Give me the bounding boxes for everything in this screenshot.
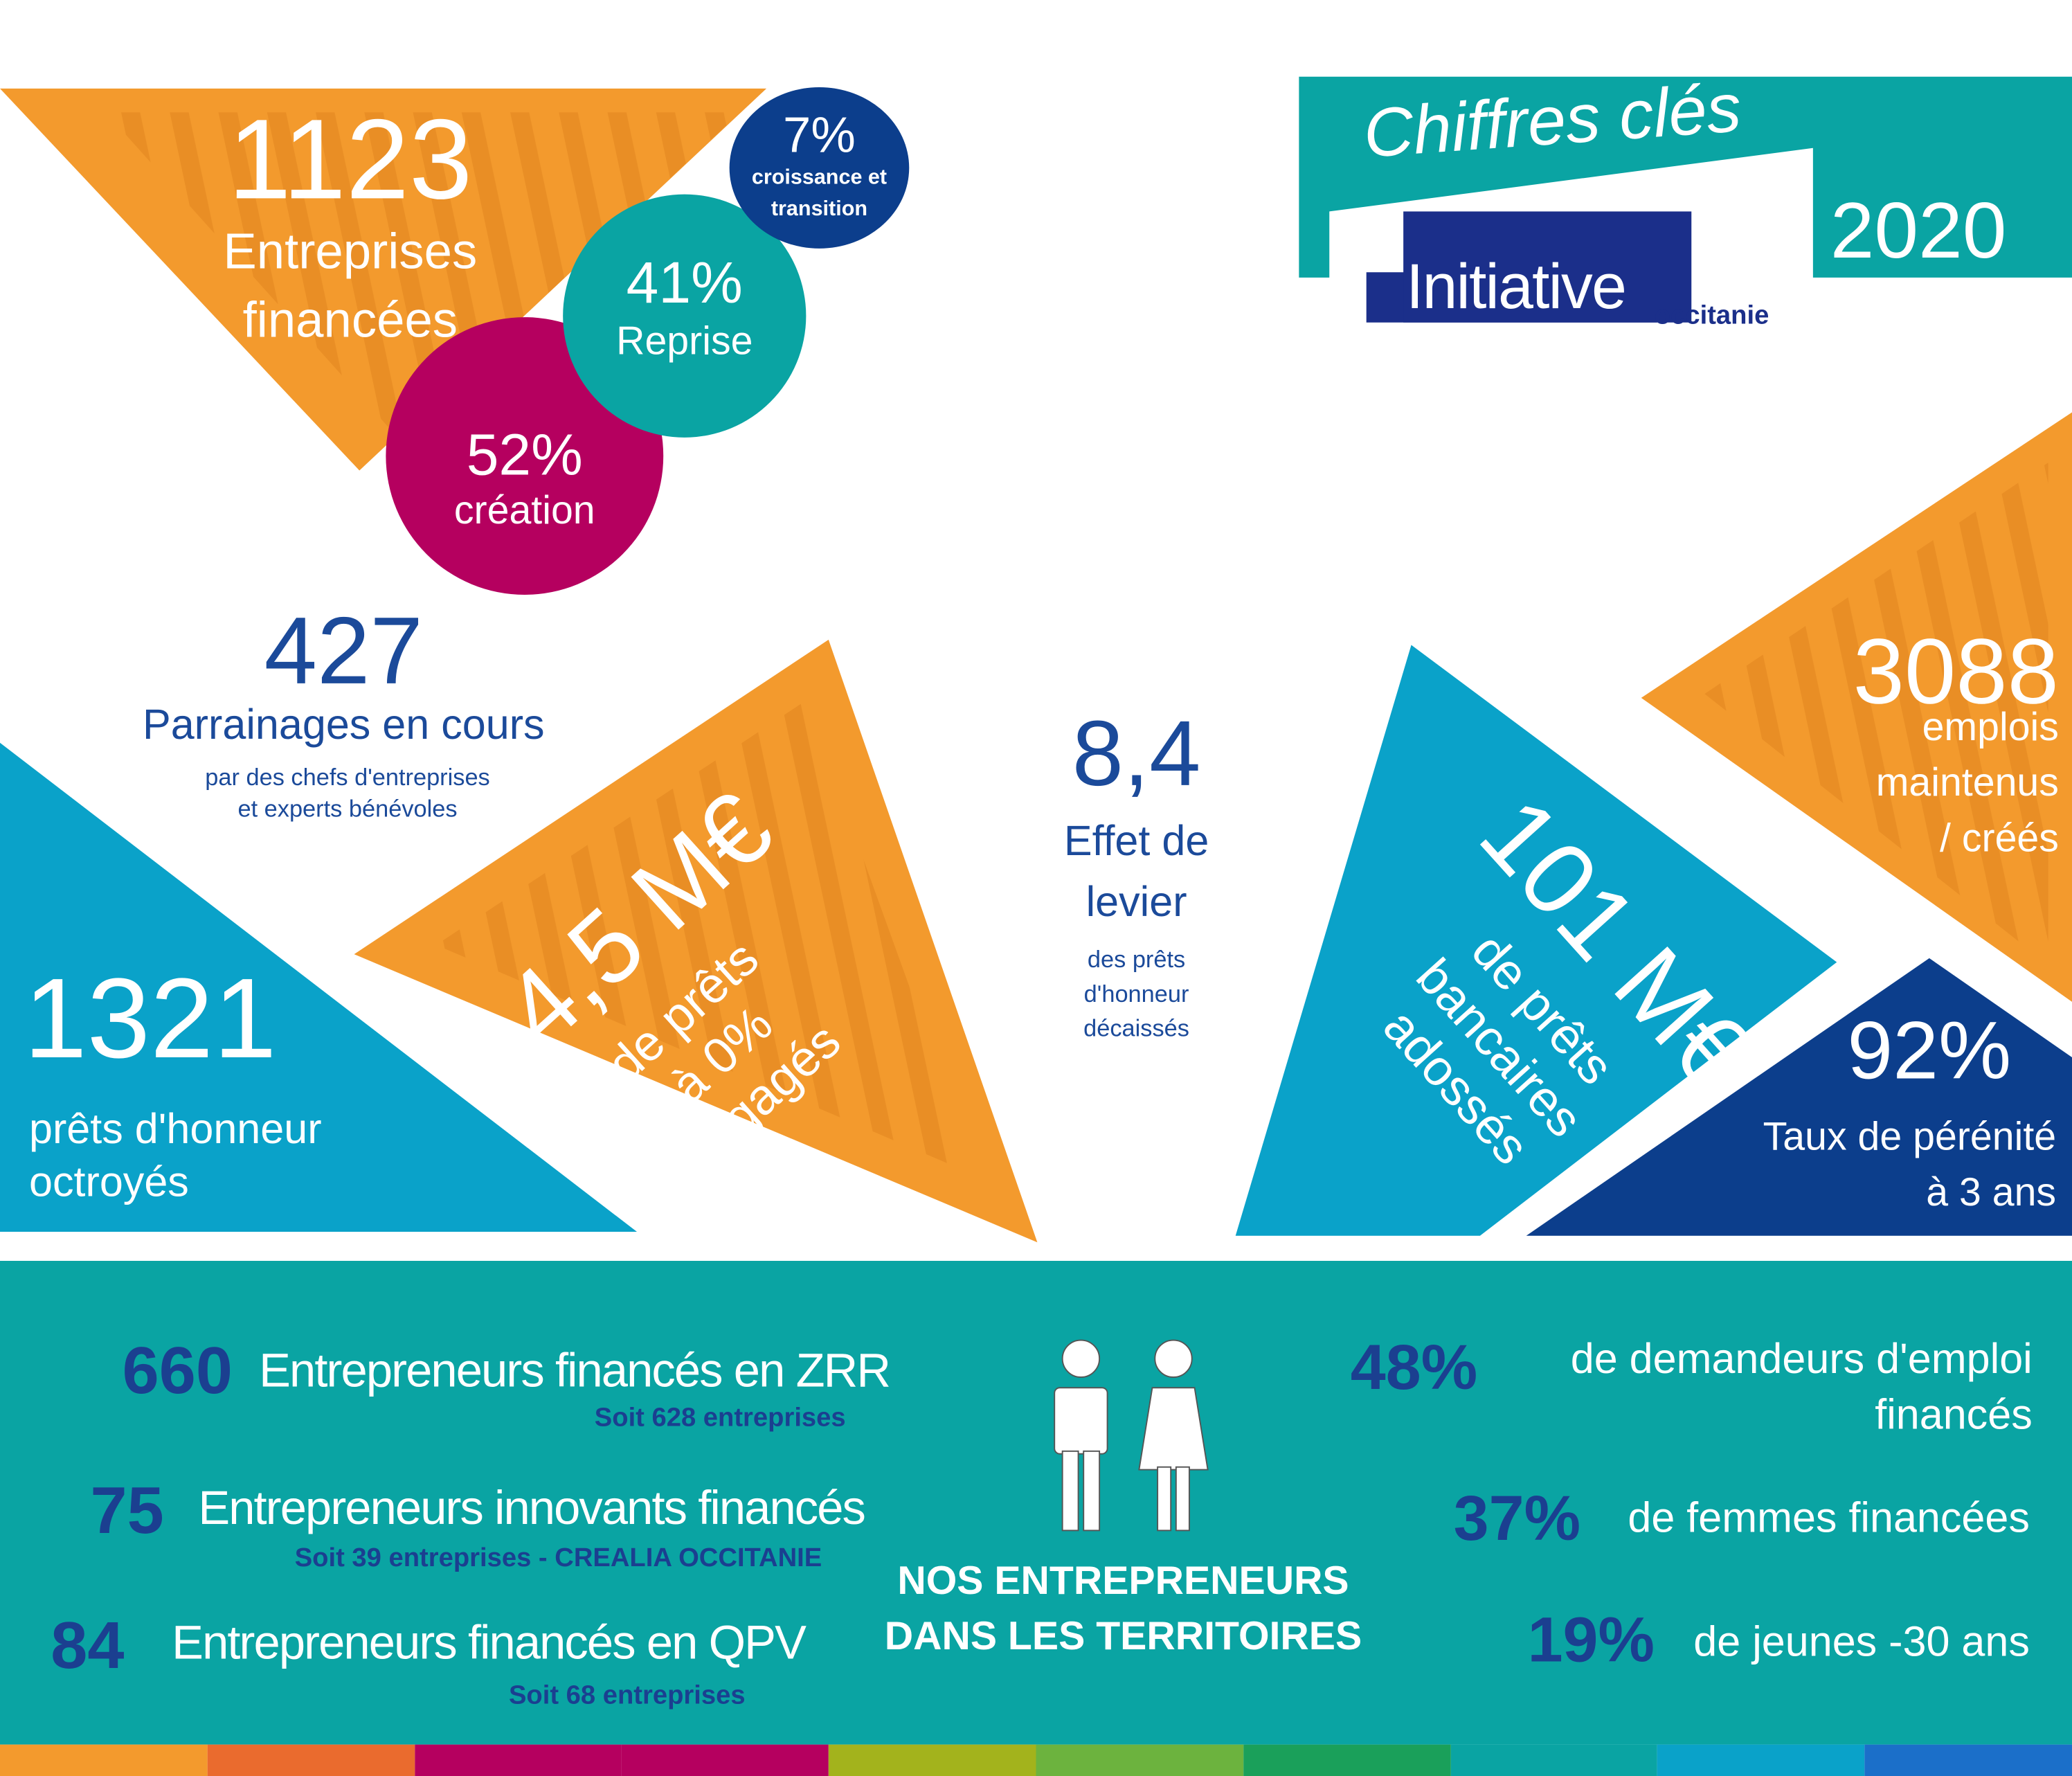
- logo: Initiative occitanie: [1366, 211, 1803, 331]
- perennite-label-2: à 3 ans: [1926, 1171, 2057, 1215]
- creation-label: création: [453, 489, 595, 533]
- header-year: 2020: [1830, 186, 2007, 276]
- levier-sub-1: des prêts: [1087, 946, 1186, 973]
- emplois-label-3: / créés: [1940, 816, 2059, 861]
- levier-sub-3: décaissés: [1083, 1014, 1189, 1042]
- entreprises-label-1: Entreprises: [223, 224, 478, 280]
- parrainages-label: Parrainages en cours: [142, 700, 545, 748]
- parrainages-value: 427: [264, 598, 423, 705]
- prets-label-1: prêts d'honneur: [28, 1104, 322, 1153]
- logo-main-box: [1403, 211, 1692, 323]
- footer-color-segment: [829, 1744, 1036, 1776]
- femmes-label: de femmes financées: [1628, 1493, 2030, 1541]
- bottom-band: [0, 1260, 2072, 1745]
- entreprises-triangle-stripes: [105, 112, 740, 436]
- center-title-1: NOS ENTREPRENEURS: [897, 1559, 1349, 1604]
- femmes-number: 37%: [1453, 1484, 1581, 1554]
- bancaires-triangle: [1235, 645, 1837, 1236]
- creation-pct: 52%: [466, 422, 583, 488]
- footer-color-segment: [414, 1744, 622, 1776]
- zrr-sub: Soit 628 entreprises: [594, 1403, 846, 1433]
- man-icon: [1054, 1339, 1108, 1532]
- footer-color-segment: [1450, 1744, 1658, 1776]
- demandeurs-label-2: financés: [1875, 1390, 2033, 1438]
- people-icon: [1054, 1339, 1209, 1532]
- croissance-label-1: croissance et: [751, 166, 888, 189]
- perennite-value: 92%: [1847, 1005, 2012, 1097]
- montant-triangle-stripes: [435, 700, 978, 1176]
- footer-color-segment: [621, 1744, 829, 1776]
- demandeurs-label-1: de demandeurs d'emploi: [1570, 1334, 2033, 1383]
- logo-sub-text: occitanie: [1654, 301, 1769, 331]
- emplois-label-2: maintenus: [1875, 761, 2059, 805]
- croissance-pct: 7%: [783, 108, 856, 164]
- footer-color-segment: [1864, 1744, 2072, 1776]
- innovants-label: Entrepreneurs innovants financés: [198, 1480, 866, 1535]
- innovants-sub: Soit 39 entreprises - CREALIA OCCITANIE: [294, 1543, 822, 1573]
- prets-value: 1321: [24, 956, 277, 1083]
- innovants-number: 75: [90, 1473, 164, 1548]
- levier-label-1: Effet de: [1063, 816, 1209, 865]
- reprise-pct: 41%: [626, 251, 743, 316]
- qpv-sub: Soit 68 entreprises: [508, 1680, 746, 1710]
- emplois-label-1: emplois: [1922, 706, 2059, 750]
- qpv-number: 84: [51, 1608, 125, 1683]
- logo-main-text: Initiative: [1405, 252, 1627, 323]
- croissance-circle: [729, 87, 910, 249]
- reprise-label: Reprise: [616, 319, 753, 364]
- footer-color-segment: [1036, 1744, 1243, 1776]
- jeunes-number: 19%: [1527, 1606, 1655, 1676]
- perennite-label-1: Taux de pérénité: [1763, 1115, 2057, 1160]
- parrainages-sub-2: et experts bénévoles: [237, 796, 458, 823]
- footer-color-segment: [1243, 1744, 1451, 1776]
- center-title-2: DANS LES TERRITOIRES: [884, 1615, 1362, 1659]
- levier-value: 8,4: [1072, 701, 1201, 805]
- croissance-label-2: transition: [771, 198, 868, 221]
- parrainages-sub-1: par des chefs d'entreprises: [205, 764, 490, 791]
- jeunes-label: de jeunes -30 ans: [1693, 1617, 2030, 1666]
- entreprises-value: 1123: [228, 96, 473, 224]
- emplois-value: 3088: [1853, 620, 2059, 724]
- footer-color-segment: [0, 1744, 208, 1776]
- footer-color-segment: [1657, 1744, 1865, 1776]
- zrr-number: 660: [122, 1333, 233, 1408]
- entreprises-label-2: financées: [242, 293, 458, 349]
- emplois-triangle-stripes: [1704, 463, 2048, 965]
- levier-sub-2: d'honneur: [1083, 980, 1189, 1007]
- qpv-label: Entrepreneurs financés en QPV: [172, 1615, 807, 1669]
- perennite-triangle: [1526, 958, 2072, 1236]
- demandeurs-number: 48%: [1350, 1333, 1478, 1404]
- prets-label-2: octroyés: [28, 1158, 189, 1205]
- zrr-label: Entrepreneurs financés en ZRR: [259, 1343, 891, 1397]
- footer-color-strip: [0, 1744, 2072, 1776]
- header-band: [1299, 76, 2072, 278]
- levier-label-2: levier: [1085, 877, 1187, 926]
- reprise-circle: [563, 194, 807, 438]
- woman-icon: [1138, 1339, 1209, 1532]
- footer-color-segment: [207, 1744, 415, 1776]
